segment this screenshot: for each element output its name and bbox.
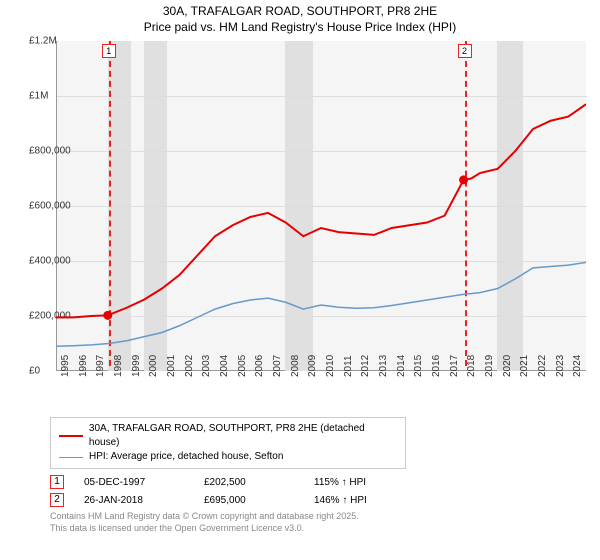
footer-line-2: This data is licensed under the Open Gov… xyxy=(50,523,592,535)
chart-title: 30A, TRAFALGAR ROAD, SOUTHPORT, PR8 2HE … xyxy=(8,4,592,35)
legend-row-blue: HPI: Average price, detached house, Seft… xyxy=(59,450,397,464)
sale-row: 1 05-DEC-1997 £202,500 115% ↑ HPI xyxy=(50,475,592,489)
sale-pct: 115% ↑ HPI xyxy=(314,477,366,488)
chart-legend: 30A, TRAFALGAR ROAD, SOUTHPORT, PR8 2HE … xyxy=(50,417,406,469)
sale-date: 05-DEC-1997 xyxy=(84,477,184,488)
y-tick-label: £1.2M xyxy=(29,36,57,47)
sale-row: 2 26-JAN-2018 £695,000 146% ↑ HPI xyxy=(50,493,592,507)
title-line-2: Price paid vs. HM Land Registry's House … xyxy=(8,20,592,36)
sale-num: 1 xyxy=(50,475,64,489)
legend-red-label: 30A, TRAFALGAR ROAD, SOUTHPORT, PR8 2HE … xyxy=(89,422,397,450)
footer-attribution: Contains HM Land Registry data © Crown c… xyxy=(50,511,592,534)
y-tick-label: £0 xyxy=(29,366,40,377)
sale-num: 2 xyxy=(50,493,64,507)
sale-price: £695,000 xyxy=(204,495,294,506)
chart-lines xyxy=(56,41,586,371)
y-tick-label: £1M xyxy=(29,91,48,102)
sale-price: £202,500 xyxy=(204,477,294,488)
footer-line-1: Contains HM Land Registry data © Crown c… xyxy=(50,511,592,523)
sale-date: 26-JAN-2018 xyxy=(84,495,184,506)
legend-blue-label: HPI: Average price, detached house, Seft… xyxy=(89,450,283,464)
price-chart: £0£200,000£400,000£600,000£800,000£1M£1.… xyxy=(38,41,598,411)
sale-pct: 146% ↑ HPI xyxy=(314,495,367,506)
title-line-1: 30A, TRAFALGAR ROAD, SOUTHPORT, PR8 2HE xyxy=(8,4,592,20)
swatch-red xyxy=(59,435,83,437)
legend-row-red: 30A, TRAFALGAR ROAD, SOUTHPORT, PR8 2HE … xyxy=(59,422,397,450)
swatch-blue xyxy=(59,457,83,458)
sales-table: 1 05-DEC-1997 £202,500 115% ↑ HPI 2 26-JAN-20… xyxy=(50,475,592,507)
